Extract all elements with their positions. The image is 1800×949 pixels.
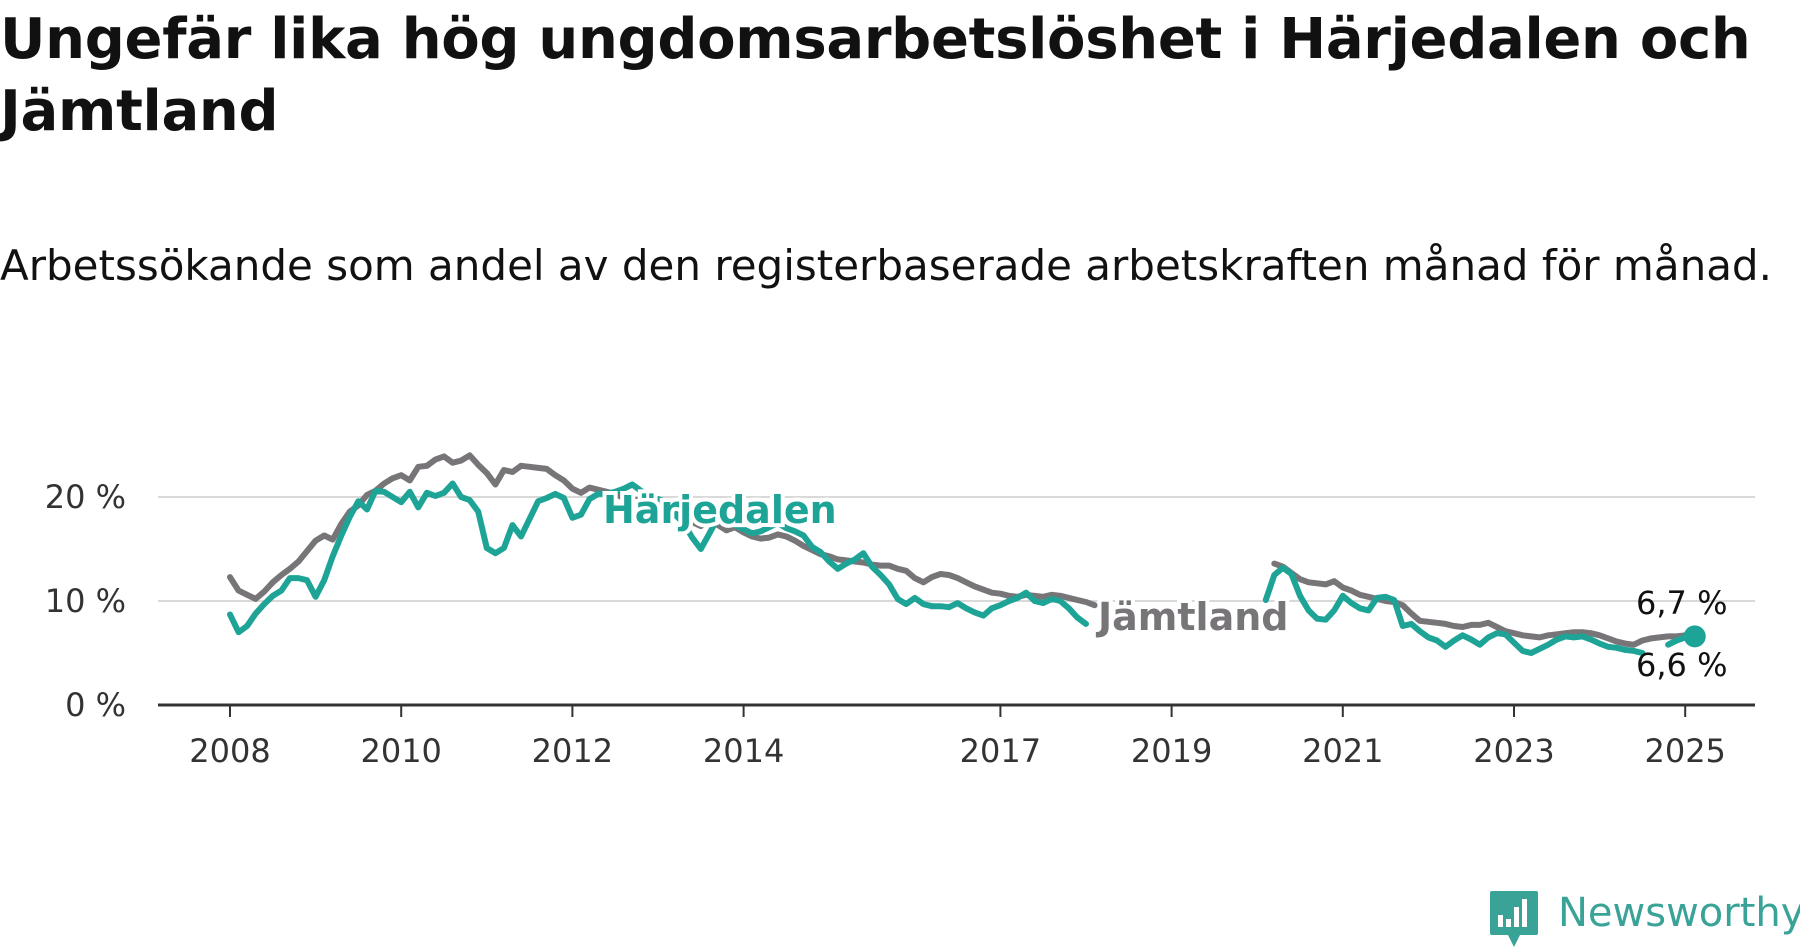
x-tick-label: 2017: [960, 732, 1041, 770]
x-tick-label: 2010: [360, 732, 441, 770]
series-line-harjedalen: [1262, 564, 1646, 656]
newsworthy-logo-icon: [1490, 891, 1538, 947]
chart-subtitle: Arbetssökande som andel av den registerb…: [0, 241, 1772, 290]
x-tick-label: 2019: [1131, 732, 1212, 770]
y-tick-label: 0 %: [65, 686, 126, 724]
series-label-harjedalen: Härjedalen: [603, 488, 837, 532]
x-tick-label: 2008: [189, 732, 270, 770]
series-label-jamtland: Jämtland: [1095, 595, 1288, 639]
y-tick-label: 20 %: [45, 478, 126, 516]
newsworthy-brand[interactable]: Newsworthy: [1488, 885, 1800, 949]
x-tick-label: 2014: [703, 732, 784, 770]
series-line-harjedalen: [227, 480, 1089, 636]
x-tick-label: 2021: [1302, 732, 1383, 770]
chart-title: Ungefär lika hög ungdomsarbetslöshet i H…: [0, 7, 1751, 144]
end-label-jamtland: 6,7 %: [1636, 584, 1727, 622]
brand-name: Newsworthy: [1558, 890, 1800, 936]
x-tick-label: 2023: [1473, 732, 1554, 770]
line-chart: 0 % 10 % 20 % 2008 2010 2012 2014 2017 2019 2021 2…: [45, 452, 1755, 770]
end-label-harjedalen: 6,6 %: [1636, 646, 1727, 684]
series-line-jamtland: [1271, 560, 1697, 648]
end-point-marker: [1683, 625, 1706, 648]
x-tick-label: 2012: [532, 732, 613, 770]
y-tick-label: 10 %: [45, 582, 126, 620]
x-tick-label: 2025: [1644, 732, 1725, 770]
